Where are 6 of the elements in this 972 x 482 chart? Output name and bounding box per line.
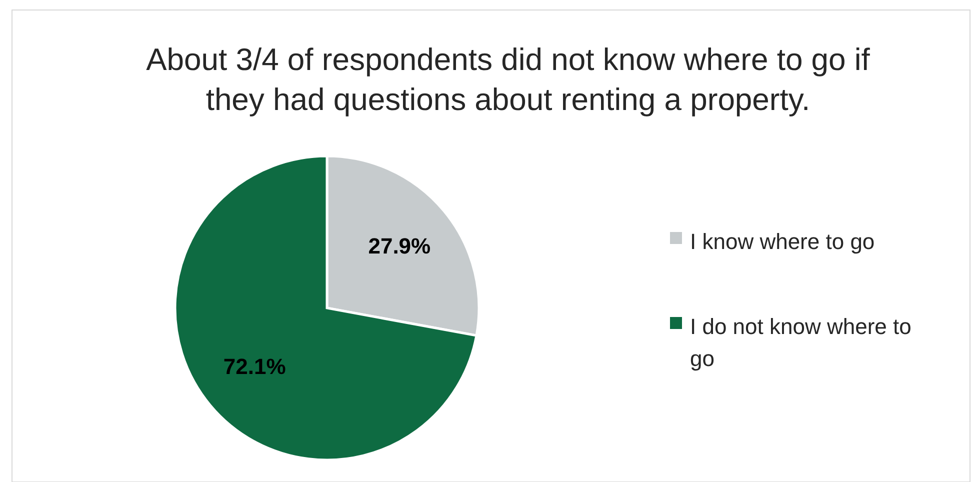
- data-label: 72.1%: [223, 354, 286, 380]
- legend-label: I do not know where to go: [690, 314, 912, 371]
- chart-title: About 3/4 of respondents did not know where to go if they had questions about renting a property.: [146, 42, 870, 117]
- legend-label: I know where to go: [690, 228, 875, 254]
- pie-slice: [174, 154, 478, 462]
- data-label: 27.9%: [368, 234, 431, 259]
